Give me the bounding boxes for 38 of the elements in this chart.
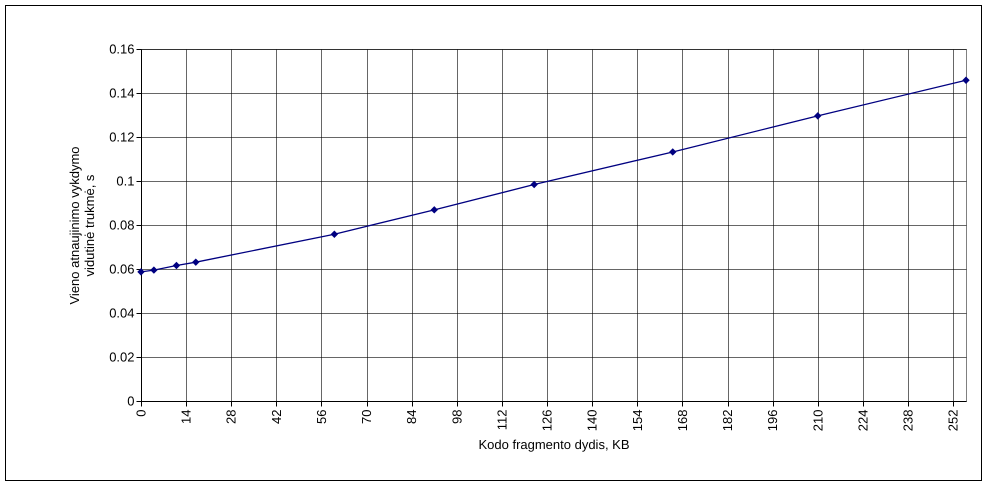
x-tick-label: 28 <box>224 410 239 424</box>
x-tick-label: 238 <box>900 410 916 432</box>
y-tick-label: 0.06 <box>109 262 134 276</box>
y-tick-label: 0.12 <box>109 130 134 144</box>
point <box>150 266 158 274</box>
x-tick-label: 168 <box>674 410 690 432</box>
x-tick-label: 126 <box>540 410 555 432</box>
x-tick-label: 196 <box>765 410 780 432</box>
x-tick-label: 182 <box>720 410 736 432</box>
y-tick-label: 0.08 <box>109 218 134 232</box>
point <box>669 148 676 156</box>
point <box>172 262 180 270</box>
x-axis-title: Kodo fragmento dydis, KB <box>478 437 630 452</box>
x-tick-label: 84 <box>404 410 420 424</box>
point <box>430 206 438 214</box>
point <box>330 230 338 238</box>
y-tick-label: 0.16 <box>109 42 134 56</box>
x-tick-label: 56 <box>314 410 329 424</box>
x-tick-label: 98 <box>449 410 464 424</box>
point <box>814 112 822 120</box>
point <box>530 180 538 188</box>
x-tick-label: 140 <box>584 410 600 432</box>
x-tick-label: 42 <box>268 410 284 424</box>
x-tick-label: 210 <box>810 410 826 432</box>
y-axis-title: Vieno atnaujinimo vykdymo vidutinė trukmė, s <box>67 146 98 305</box>
y-tick-label: 0.14 <box>109 86 134 100</box>
y-tick-label: 0.02 <box>109 350 134 364</box>
x-tick-label: 70 <box>359 410 374 424</box>
x-tick-label: 224 <box>855 410 870 432</box>
y-tick-label: 0 <box>127 394 134 408</box>
x-tick-label: 0 <box>134 410 148 417</box>
x-tick-label: 14 <box>178 410 194 424</box>
x-tick-label: 154 <box>630 410 645 432</box>
y-tick-label: 0.04 <box>109 306 134 320</box>
x-tick-label: 112 <box>494 410 510 430</box>
x-tick-label: 252 <box>946 410 961 432</box>
point <box>192 258 200 266</box>
y-tick-label: 0.1 <box>116 174 134 188</box>
